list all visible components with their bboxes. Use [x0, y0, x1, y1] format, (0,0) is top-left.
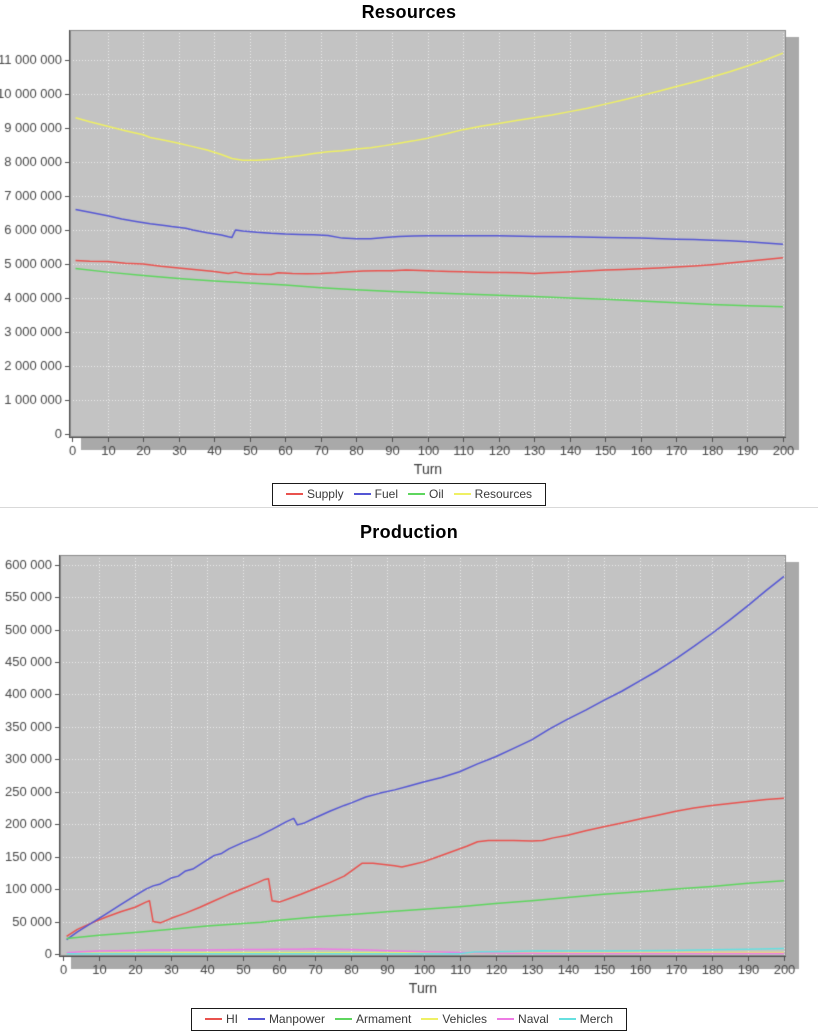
resources-chart-plot — [0, 0, 818, 507]
production-chart-panel: Production HIManpowerArmamentVehiclesNav… — [0, 507, 818, 1033]
production-legend-box: HI Manpower Armament Vehicles Naval Merch — [190, 1008, 628, 1031]
legend-label: Fuel — [374, 487, 398, 501]
legend-line-swatch — [421, 1018, 439, 1020]
legend-item-oil: Oil — [408, 487, 444, 501]
legend-label: Resources — [474, 487, 533, 501]
legend-label: Merch — [579, 1012, 614, 1026]
legend-label: Manpower — [268, 1012, 325, 1026]
legend-item-manpower: Manpower — [247, 1012, 325, 1026]
resources-legend-box: Supply Fuel Oil Resources — [271, 483, 547, 506]
legend-label: Vehicles — [442, 1012, 488, 1026]
legend-item-merch: Merch — [558, 1012, 614, 1026]
legend-item-fuel: Fuel — [353, 487, 398, 501]
production-chart-legend: HI Manpower Armament Vehicles Naval Merch — [0, 1008, 818, 1031]
production-chart-plot — [0, 508, 818, 1033]
legend-line-swatch — [334, 1018, 352, 1020]
resources-chart-legend: Supply Fuel Oil Resources — [0, 483, 818, 506]
legend-item-supply: Supply — [285, 487, 344, 501]
resources-chart-panel: Resources Supply Fuel Oil Resources — [0, 0, 818, 507]
legend-label: Oil — [429, 487, 444, 501]
legend-line-swatch — [353, 493, 371, 495]
legend-line-swatch — [204, 1018, 222, 1020]
legend-line-swatch — [285, 493, 303, 495]
legend-line-swatch — [408, 493, 425, 495]
legend-item-vehicles: Vehicles — [421, 1012, 487, 1026]
legend-line-swatch — [558, 1018, 576, 1020]
legend-line-swatch — [247, 1018, 265, 1020]
legend-line-swatch — [453, 493, 471, 495]
legend-label: Armament — [355, 1012, 412, 1026]
legend-label: Supply — [306, 487, 344, 501]
legend-item-hi: HI — [204, 1012, 238, 1026]
legend-item-naval: Naval — [497, 1012, 549, 1026]
legend-label: Naval — [518, 1012, 549, 1026]
legend-line-swatch — [497, 1018, 515, 1020]
legend-item-armament: Armament — [334, 1012, 412, 1026]
legend-label: HI — [225, 1012, 238, 1026]
legend-item-resources: Resources — [453, 487, 533, 501]
